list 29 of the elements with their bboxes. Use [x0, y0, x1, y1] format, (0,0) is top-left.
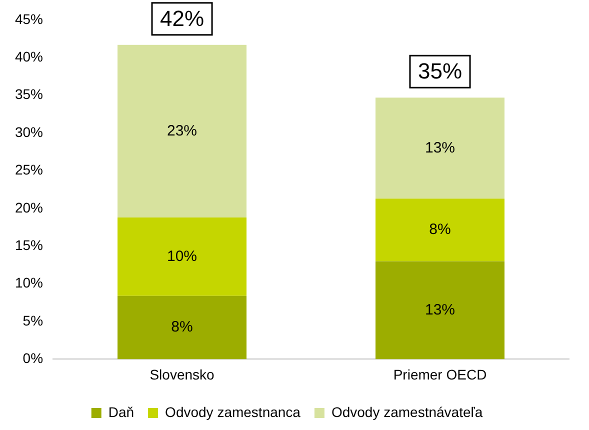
- y-tick-label: 15%: [14, 236, 44, 253]
- y-tick-label: 30%: [14, 124, 44, 140]
- total-label: 42%: [160, 6, 204, 31]
- y-tick-label: 5%: [22, 312, 44, 328]
- x-tick-label: Slovensko: [150, 366, 215, 382]
- data-label: 23%: [167, 122, 198, 140]
- data-label: 8%: [171, 318, 193, 336]
- data-label: 13%: [424, 139, 456, 156]
- bar: [376, 98, 505, 199]
- data-label: 8%: [429, 221, 451, 238]
- y-tick-label: 20%: [14, 199, 44, 216]
- y-tick-label: 0%: [22, 350, 44, 366]
- legend-label: Daň: [108, 404, 134, 420]
- y-tick-label: 35%: [14, 86, 44, 102]
- bar: [118, 217, 247, 296]
- bar: [118, 44, 247, 218]
- bar: [118, 296, 247, 360]
- y-tick-label: 40%: [14, 48, 44, 65]
- legend-label: Odvody zamestnávateľa: [331, 404, 483, 420]
- total-label: 35%: [418, 58, 462, 84]
- y-tick-label: 45%: [14, 10, 44, 27]
- data-label: 10%: [167, 248, 198, 265]
- legend-label: Odvody zamestnanca: [165, 404, 301, 420]
- data-label: 13%: [424, 301, 456, 318]
- y-tick-label: 25%: [14, 162, 44, 178]
- y-tick-label: 10%: [14, 274, 44, 291]
- x-tick-label: Priemer OECD: [393, 366, 487, 382]
- bar: [376, 261, 505, 360]
- bar: [376, 198, 505, 262]
